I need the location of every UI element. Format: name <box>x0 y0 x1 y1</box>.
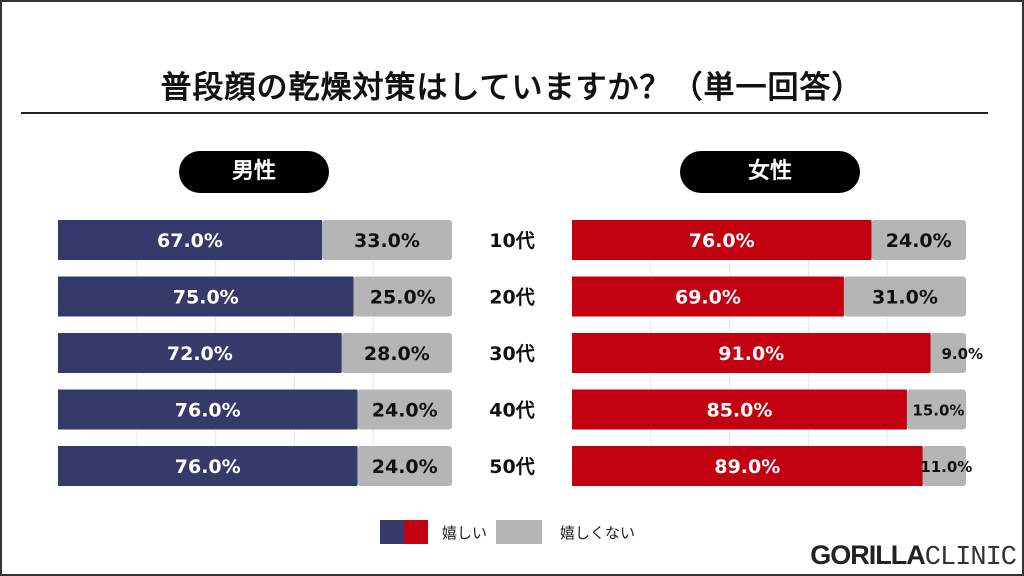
bar-no <box>321 220 452 260</box>
legend-swatch-red <box>404 520 428 544</box>
category-label: 30代 <box>489 343 534 365</box>
label-yes: 69.0% <box>675 287 741 309</box>
legend-swatch-gray <box>496 520 542 544</box>
legend-label-no: 嬉しくない <box>560 524 636 542</box>
bar-yes <box>58 389 358 430</box>
bar-yes <box>572 220 872 260</box>
panel-label-male: 男性 <box>179 151 329 193</box>
label-yes: 67.0% <box>157 230 223 252</box>
label-no: 33.0% <box>354 230 420 252</box>
bar-no <box>353 276 452 317</box>
label-yes: 89.0% <box>714 456 780 478</box>
label-yes: 72.0% <box>167 343 233 365</box>
bar-yes <box>58 220 322 260</box>
chart-title: 普段顔の乾燥対策はしていますか？（単一回答） <box>160 70 864 106</box>
label-no: 15.0% <box>912 402 964 420</box>
label-no: 24.0% <box>372 400 438 422</box>
legend-swatch-navy <box>380 520 404 544</box>
label-yes: 85.0% <box>706 400 772 422</box>
bar-no <box>906 389 966 430</box>
bar-no <box>357 389 452 430</box>
label-no: 25.0% <box>370 287 436 309</box>
bar-yes <box>572 333 931 373</box>
label-no: 9.0% <box>941 345 983 363</box>
bar-yes <box>572 276 844 317</box>
label-no: 24.0% <box>886 230 952 252</box>
label-no: 24.0% <box>372 456 438 478</box>
logo-light: CLINIC <box>924 543 1017 573</box>
bar-no <box>843 276 966 317</box>
label-yes: 91.0% <box>718 343 784 365</box>
bar-no <box>341 333 452 373</box>
label-no: 31.0% <box>872 287 938 309</box>
label-no: 28.0% <box>364 343 430 365</box>
category-label: 10代 <box>489 230 534 252</box>
label-yes: 76.0% <box>689 230 755 252</box>
bar-no <box>357 446 452 486</box>
label-yes: 76.0% <box>175 400 241 422</box>
bar-no <box>871 220 966 260</box>
bar-yes <box>58 276 354 317</box>
label-yes: 75.0% <box>173 287 239 309</box>
gorilla-clinic-logo: GORILLACLINIC <box>810 540 1017 573</box>
category-label: 20代 <box>489 287 534 309</box>
category-label: 50代 <box>489 456 534 478</box>
logo-bold: GORILLA <box>810 540 925 570</box>
bar-yes <box>58 446 358 486</box>
legend-label-yes: 嬉しい <box>442 524 488 542</box>
title-divider <box>21 112 988 114</box>
category-label: 40代 <box>489 400 534 422</box>
bar-yes <box>572 446 923 486</box>
label-yes: 76.0% <box>175 456 241 478</box>
bar-yes <box>58 333 342 373</box>
bar-no <box>930 333 966 373</box>
panel-label-female: 女性 <box>680 151 860 193</box>
bar-no <box>922 446 966 486</box>
label-no: 11.0% <box>920 458 972 476</box>
bar-yes <box>572 389 907 430</box>
